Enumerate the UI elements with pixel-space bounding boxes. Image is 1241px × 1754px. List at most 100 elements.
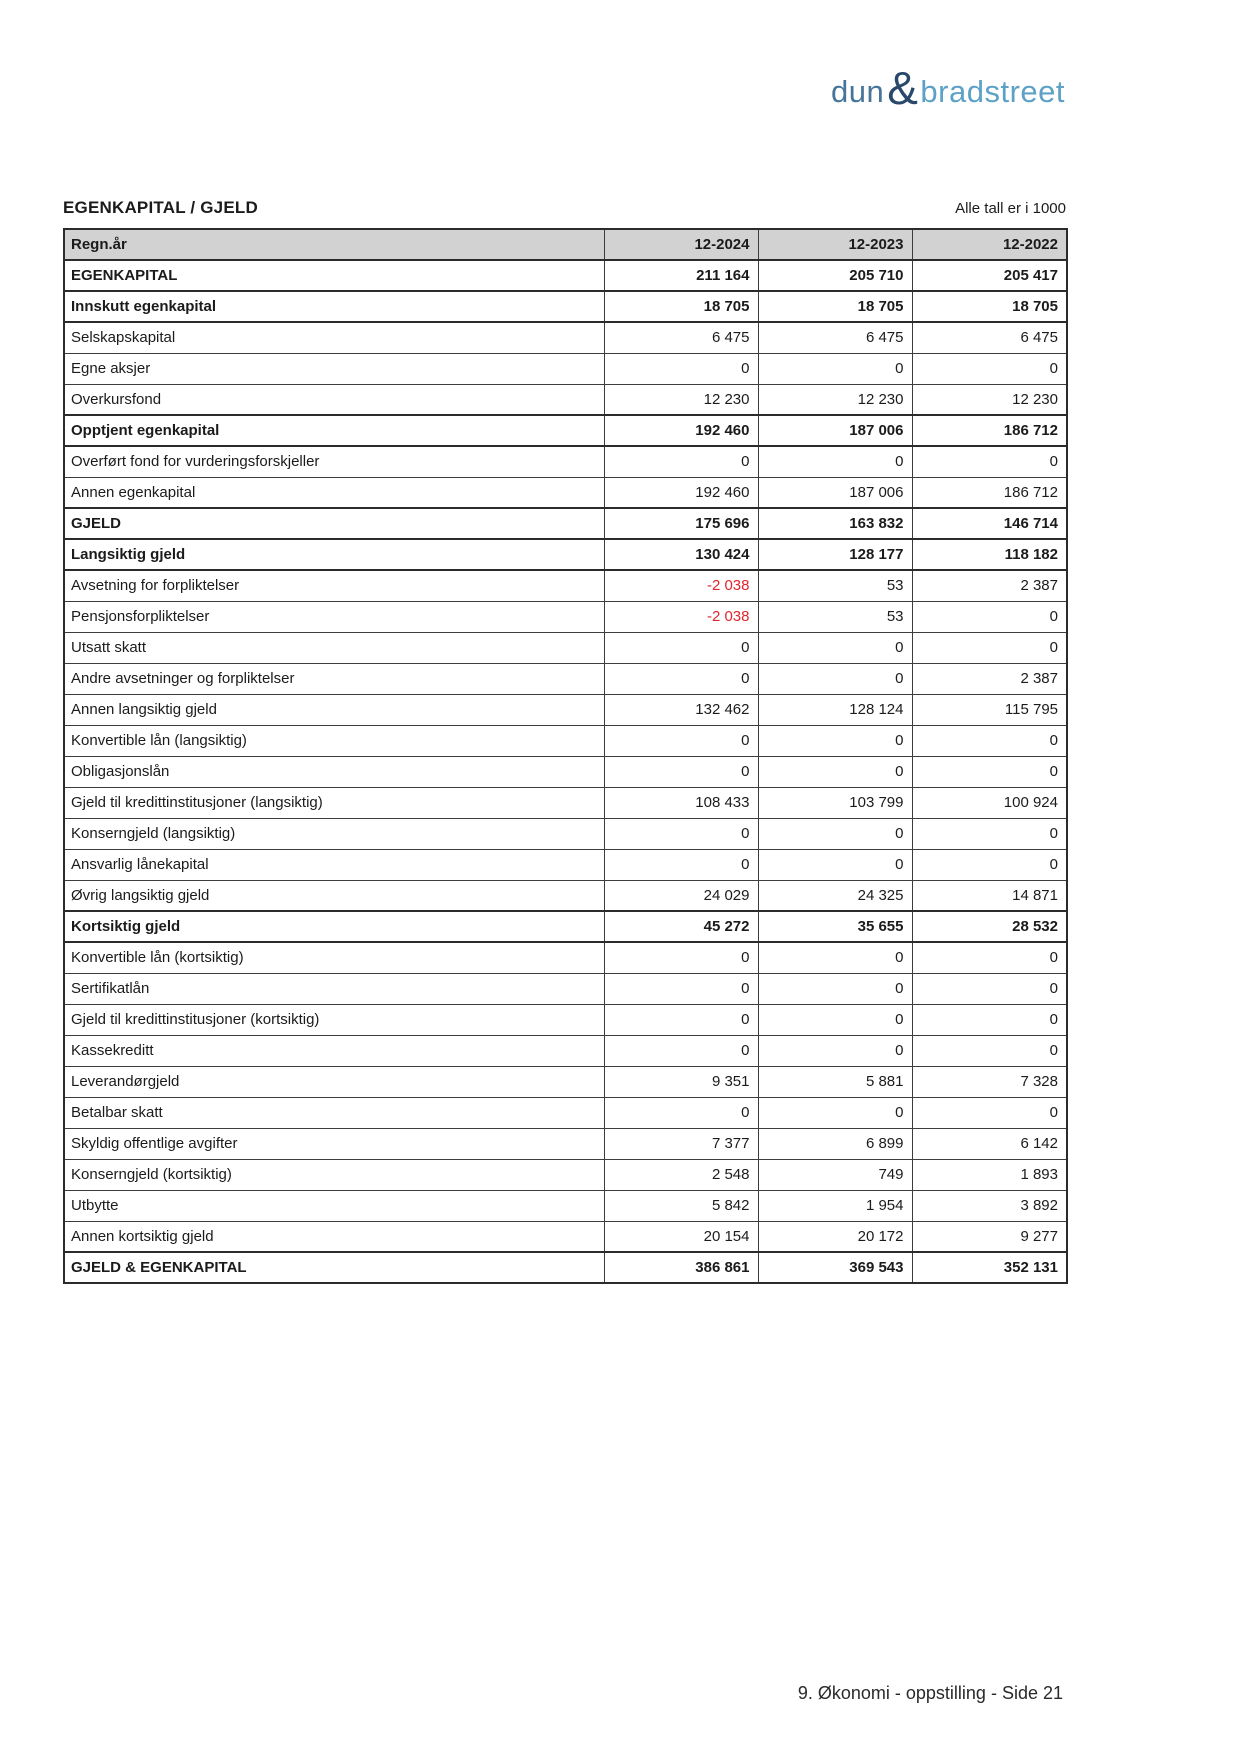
row-value: -2 038 <box>603 569 759 602</box>
row-label: Konvertible lån (langsiktig) <box>63 724 605 757</box>
row-value: 369 543 <box>757 1251 913 1284</box>
table-row: GJELD 175 696 163 832 146 714 <box>63 507 1068 540</box>
table-row: Overført fond for vurderingsforskjeller 0… <box>63 445 1068 478</box>
row-value: 0 <box>911 848 1068 881</box>
row-value: 0 <box>757 1003 913 1036</box>
row-value: 5 881 <box>757 1065 913 1098</box>
row-label: Opptjent egenkapital <box>63 414 605 447</box>
page-title: EGENKAPITAL / GJELD <box>63 198 258 217</box>
row-label: Egne aksjer <box>63 352 605 385</box>
row-value: 12 230 <box>911 383 1068 416</box>
row-value: 0 <box>603 755 759 788</box>
row-value: 0 <box>757 1096 913 1129</box>
row-value: 0 <box>603 662 759 695</box>
table-row: Utsatt skatt 0 0 0 <box>63 631 1068 664</box>
row-value: 0 <box>757 631 913 664</box>
row-value: 0 <box>603 352 759 385</box>
table-header-row: Regn.år 12-2024 12-2023 12-2022 <box>63 228 1068 261</box>
row-value: 0 <box>603 631 759 664</box>
table-row: Øvrig langsiktig gjeld 24 029 24 325 14 871 <box>63 879 1068 912</box>
row-value: 3 892 <box>911 1189 1068 1222</box>
units-note: Alle tall er i 1000 <box>955 200 1066 217</box>
table-row: Obligasjonslån 0 0 0 <box>63 755 1068 788</box>
row-label: Utsatt skatt <box>63 631 605 664</box>
row-value: 205 417 <box>911 259 1068 292</box>
row-value: 6 475 <box>757 321 913 354</box>
row-value: 0 <box>603 1034 759 1067</box>
row-value: 0 <box>757 817 913 850</box>
row-label: Obligasjonslån <box>63 755 605 788</box>
row-label: Betalbar skatt <box>63 1096 605 1129</box>
table-row: Annen egenkapital 192 460 187 006 186 712 <box>63 476 1068 509</box>
table-row: Avsetning for forpliktelser -2 038 53 2 387 <box>63 569 1068 602</box>
row-value: 205 710 <box>757 259 913 292</box>
table-row: Gjeld til kredittinstitusjoner (langsikt… <box>63 786 1068 819</box>
row-value: 45 272 <box>603 910 759 943</box>
row-label: Andre avsetninger og forpliktelser <box>63 662 605 695</box>
logo-ampersand-icon: & <box>887 62 919 114</box>
row-value: 0 <box>603 724 759 757</box>
table-row: Kassekreditt 0 0 0 <box>63 1034 1068 1067</box>
row-value: 0 <box>911 941 1068 974</box>
row-value: 108 433 <box>603 786 759 819</box>
row-value: 1 893 <box>911 1158 1068 1191</box>
row-value: 0 <box>757 1034 913 1067</box>
row-value: 128 124 <box>757 693 913 726</box>
row-value: 386 861 <box>603 1251 759 1284</box>
row-value: 35 655 <box>757 910 913 943</box>
row-value: 163 832 <box>757 507 913 540</box>
row-value: 175 696 <box>603 507 759 540</box>
row-value: 749 <box>757 1158 913 1191</box>
row-value: 352 131 <box>911 1251 1068 1284</box>
row-value: 0 <box>911 352 1068 385</box>
row-label: Overført fond for vurderingsforskjeller <box>63 445 605 478</box>
row-value: 0 <box>911 1096 1068 1129</box>
title-row: EGENKAPITAL / GJELD Alle tall er i 1000 <box>63 198 1066 218</box>
row-value: 0 <box>911 1034 1068 1067</box>
row-label: Innskutt egenkapital <box>63 290 605 323</box>
row-value: 0 <box>911 724 1068 757</box>
table-row: Annen kortsiktig gjeld 20 154 20 172 9 277 <box>63 1220 1068 1253</box>
row-value: 0 <box>911 631 1068 664</box>
column-header-year-2023: 12-2023 <box>757 228 913 261</box>
row-value: 0 <box>603 1003 759 1036</box>
row-value: 0 <box>911 1003 1068 1036</box>
row-value: 115 795 <box>911 693 1068 726</box>
row-value: 0 <box>603 848 759 881</box>
row-label: Gjeld til kredittinstitusjoner (langsikt… <box>63 786 605 819</box>
table-row: Konserngjeld (kortsiktig) 2 548 749 1 893 <box>63 1158 1068 1191</box>
row-value: 6 142 <box>911 1127 1068 1160</box>
row-label: Annen kortsiktig gjeld <box>63 1220 605 1253</box>
row-label: Overkursfond <box>63 383 605 416</box>
row-value: 24 325 <box>757 879 913 912</box>
row-value: 14 871 <box>911 879 1068 912</box>
row-value: 0 <box>757 848 913 881</box>
logo-word-dun: dun <box>831 73 885 109</box>
table-row: Betalbar skatt 0 0 0 <box>63 1096 1068 1129</box>
row-value: 192 460 <box>603 476 759 509</box>
row-value: 0 <box>911 817 1068 850</box>
row-value: 6 475 <box>603 321 759 354</box>
row-label: GJELD <box>63 507 605 540</box>
row-label: Utbytte <box>63 1189 605 1222</box>
row-value: 7 377 <box>603 1127 759 1160</box>
page-footer: 9. Økonomi - oppstilling - Side 21 <box>797 1683 1063 1703</box>
dun-bradstreet-logo: dun & bradstreet <box>831 62 1065 114</box>
row-value: 5 842 <box>603 1189 759 1222</box>
table-row: Utbytte 5 842 1 954 3 892 <box>63 1189 1068 1222</box>
table-row: Konvertible lån (langsiktig) 0 0 0 <box>63 724 1068 757</box>
table-row: Langsiktig gjeld 130 424 128 177 118 182 <box>63 538 1068 571</box>
row-value: 0 <box>911 600 1068 633</box>
row-value: 0 <box>603 941 759 974</box>
column-header-year-2022: 12-2022 <box>911 228 1068 261</box>
row-value: 7 328 <box>911 1065 1068 1098</box>
row-value: 18 705 <box>757 290 913 323</box>
row-value: 186 712 <box>911 476 1068 509</box>
table-row: Konvertible lån (kortsiktig) 0 0 0 <box>63 941 1068 974</box>
table-row: Andre avsetninger og forpliktelser 0 0 2 38… <box>63 662 1068 695</box>
row-label: Leverandørgjeld <box>63 1065 605 1098</box>
row-value: 24 029 <box>603 879 759 912</box>
row-label: Øvrig langsiktig gjeld <box>63 879 605 912</box>
table-row: Selskapskapital 6 475 6 475 6 475 <box>63 321 1068 354</box>
